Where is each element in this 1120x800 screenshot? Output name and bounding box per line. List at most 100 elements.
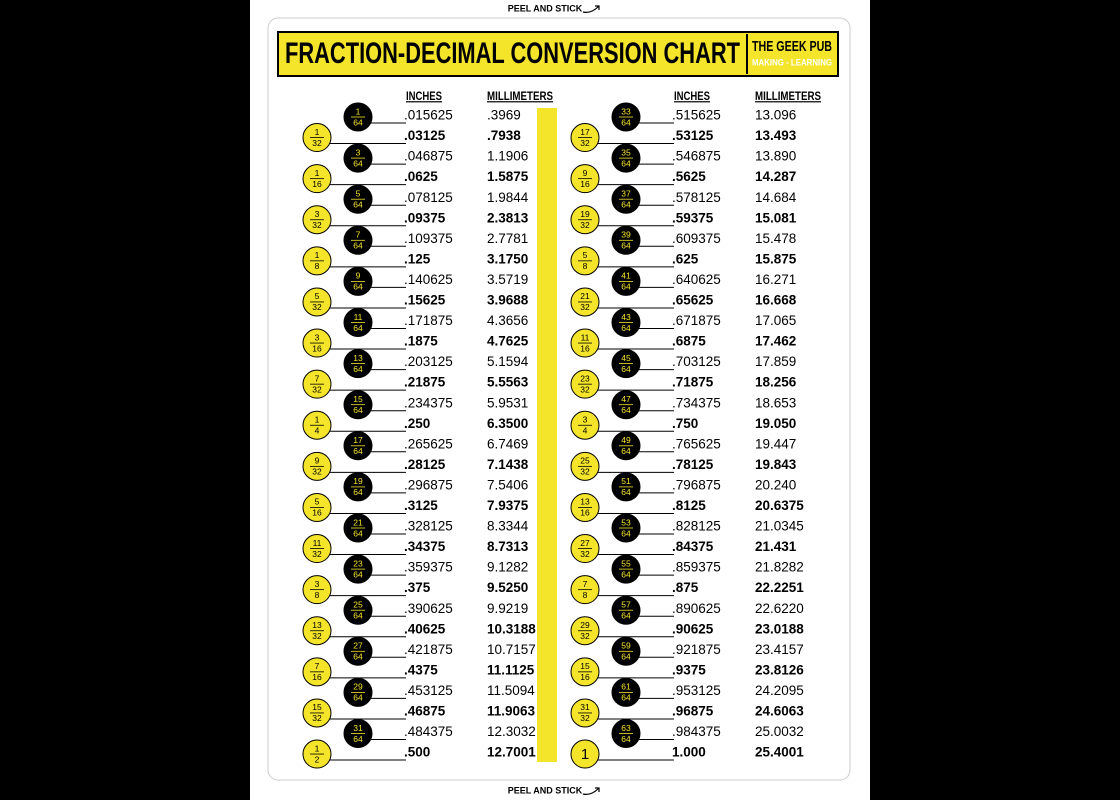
title-bar <box>277 31 839 77</box>
tagline: MAKING - LEARNING <box>752 57 832 67</box>
inches-value: .09375 <box>404 210 446 225</box>
inches-value: .4375 <box>404 662 438 677</box>
denominator: 32 <box>580 384 590 394</box>
numerator: 3 <box>356 147 361 157</box>
inches-value: .921875 <box>672 642 721 657</box>
numerator: 21 <box>353 517 363 527</box>
mm-value: 8.7313 <box>487 539 529 554</box>
mm-value: 11.9063 <box>487 704 536 719</box>
inches-value: .265625 <box>404 436 453 451</box>
denominator: 64 <box>621 610 631 620</box>
numerator: 9 <box>356 271 361 281</box>
mm-value: 19.447 <box>755 436 796 451</box>
mm-value: .7938 <box>487 128 521 143</box>
denominator: 32 <box>580 220 590 230</box>
inches-value: .109375 <box>404 231 453 246</box>
numerator: 61 <box>621 682 631 692</box>
mm-value: 18.653 <box>755 395 796 410</box>
inches-value: .390625 <box>404 601 453 616</box>
inches-value: .1875 <box>404 334 438 349</box>
numerator: 29 <box>580 620 590 630</box>
numerator: 3 <box>583 415 588 425</box>
inches-value: .15625 <box>404 293 446 308</box>
mm-value: 21.0345 <box>755 519 804 534</box>
denominator: 64 <box>353 117 363 127</box>
denominator: 32 <box>312 302 322 312</box>
mm-value: 1.9844 <box>487 190 529 205</box>
numerator: 11 <box>581 332 590 342</box>
denominator: 2 <box>315 754 320 764</box>
denominator: 64 <box>353 734 363 744</box>
inches-value: 1.000 <box>672 745 706 760</box>
column-header: INCHES <box>406 89 442 103</box>
mm-value: 3.5719 <box>487 272 528 287</box>
inches-value: .875 <box>672 580 699 595</box>
numerator: 25 <box>353 599 363 609</box>
inches-value: .453125 <box>404 683 453 698</box>
denominator: 64 <box>621 323 631 333</box>
mm-value: 21.8282 <box>755 560 804 575</box>
mm-value: 9.9219 <box>487 601 528 616</box>
denominator: 64 <box>621 446 631 456</box>
inches-value: .625 <box>672 251 699 266</box>
numerator: 11 <box>313 538 322 548</box>
mm-value: 16.271 <box>755 272 796 287</box>
denominator: 64 <box>621 487 631 497</box>
denominator: 64 <box>353 487 363 497</box>
arrow <box>582 787 600 795</box>
numerator: 13 <box>353 353 363 363</box>
denominator: 64 <box>353 610 363 620</box>
inches-value: .3125 <box>404 498 438 513</box>
denominator: 8 <box>583 261 588 271</box>
mm-value: 23.0188 <box>755 621 804 636</box>
mm-value: 17.859 <box>755 354 796 369</box>
denominator: 64 <box>621 652 631 662</box>
denominator: 4 <box>583 426 588 436</box>
denominator: 64 <box>353 693 363 703</box>
denominator: 32 <box>580 138 590 148</box>
inches-value: .750 <box>672 416 698 431</box>
fraction-badge <box>570 739 600 769</box>
inches-value: .46875 <box>404 704 446 719</box>
inches-value: .984375 <box>672 724 721 739</box>
denominator: 64 <box>621 364 631 374</box>
numerator: 27 <box>353 641 363 651</box>
mm-value: 5.5563 <box>487 375 529 390</box>
mm-value: 24.2095 <box>755 683 804 698</box>
numerator: 7 <box>315 661 320 671</box>
denominator: 64 <box>353 405 363 415</box>
inches-value: .71875 <box>672 375 714 390</box>
inches-value: .250 <box>404 416 430 431</box>
inches-value: .65625 <box>672 293 714 308</box>
inches-value: .03125 <box>404 128 446 143</box>
numerator: 13 <box>580 497 590 507</box>
numerator: 21 <box>580 291 590 301</box>
numerator: 3 <box>315 332 320 342</box>
numerator: 1 <box>315 168 320 178</box>
column-header: INCHES <box>674 89 710 103</box>
mm-value: 8.3344 <box>487 519 529 534</box>
inches-value: .953125 <box>672 683 721 698</box>
sticker-border <box>267 17 851 781</box>
numerator: 17 <box>353 435 363 445</box>
inches-value: .28125 <box>404 457 446 472</box>
mm-value: 7.9375 <box>487 498 529 513</box>
numerator: 17 <box>580 127 590 137</box>
peel-label: PEEL AND STICK <box>508 3 583 13</box>
mm-value: 16.668 <box>755 293 797 308</box>
denominator: 64 <box>353 323 363 333</box>
denominator: 32 <box>312 384 322 394</box>
denominator: 64 <box>621 528 631 538</box>
numerator: 63 <box>621 723 631 733</box>
inches-value: .671875 <box>672 313 721 328</box>
mm-value: 2.7781 <box>487 231 528 246</box>
denominator: 16 <box>580 672 590 682</box>
numerator: 7 <box>583 579 588 589</box>
mm-value: 15.081 <box>755 210 797 225</box>
numerator: 15 <box>312 702 322 712</box>
denominator: 16 <box>580 508 590 518</box>
mm-value: 2.3813 <box>487 210 529 225</box>
mm-value: 7.1438 <box>487 457 529 472</box>
mm-value: 22.2251 <box>755 580 804 595</box>
